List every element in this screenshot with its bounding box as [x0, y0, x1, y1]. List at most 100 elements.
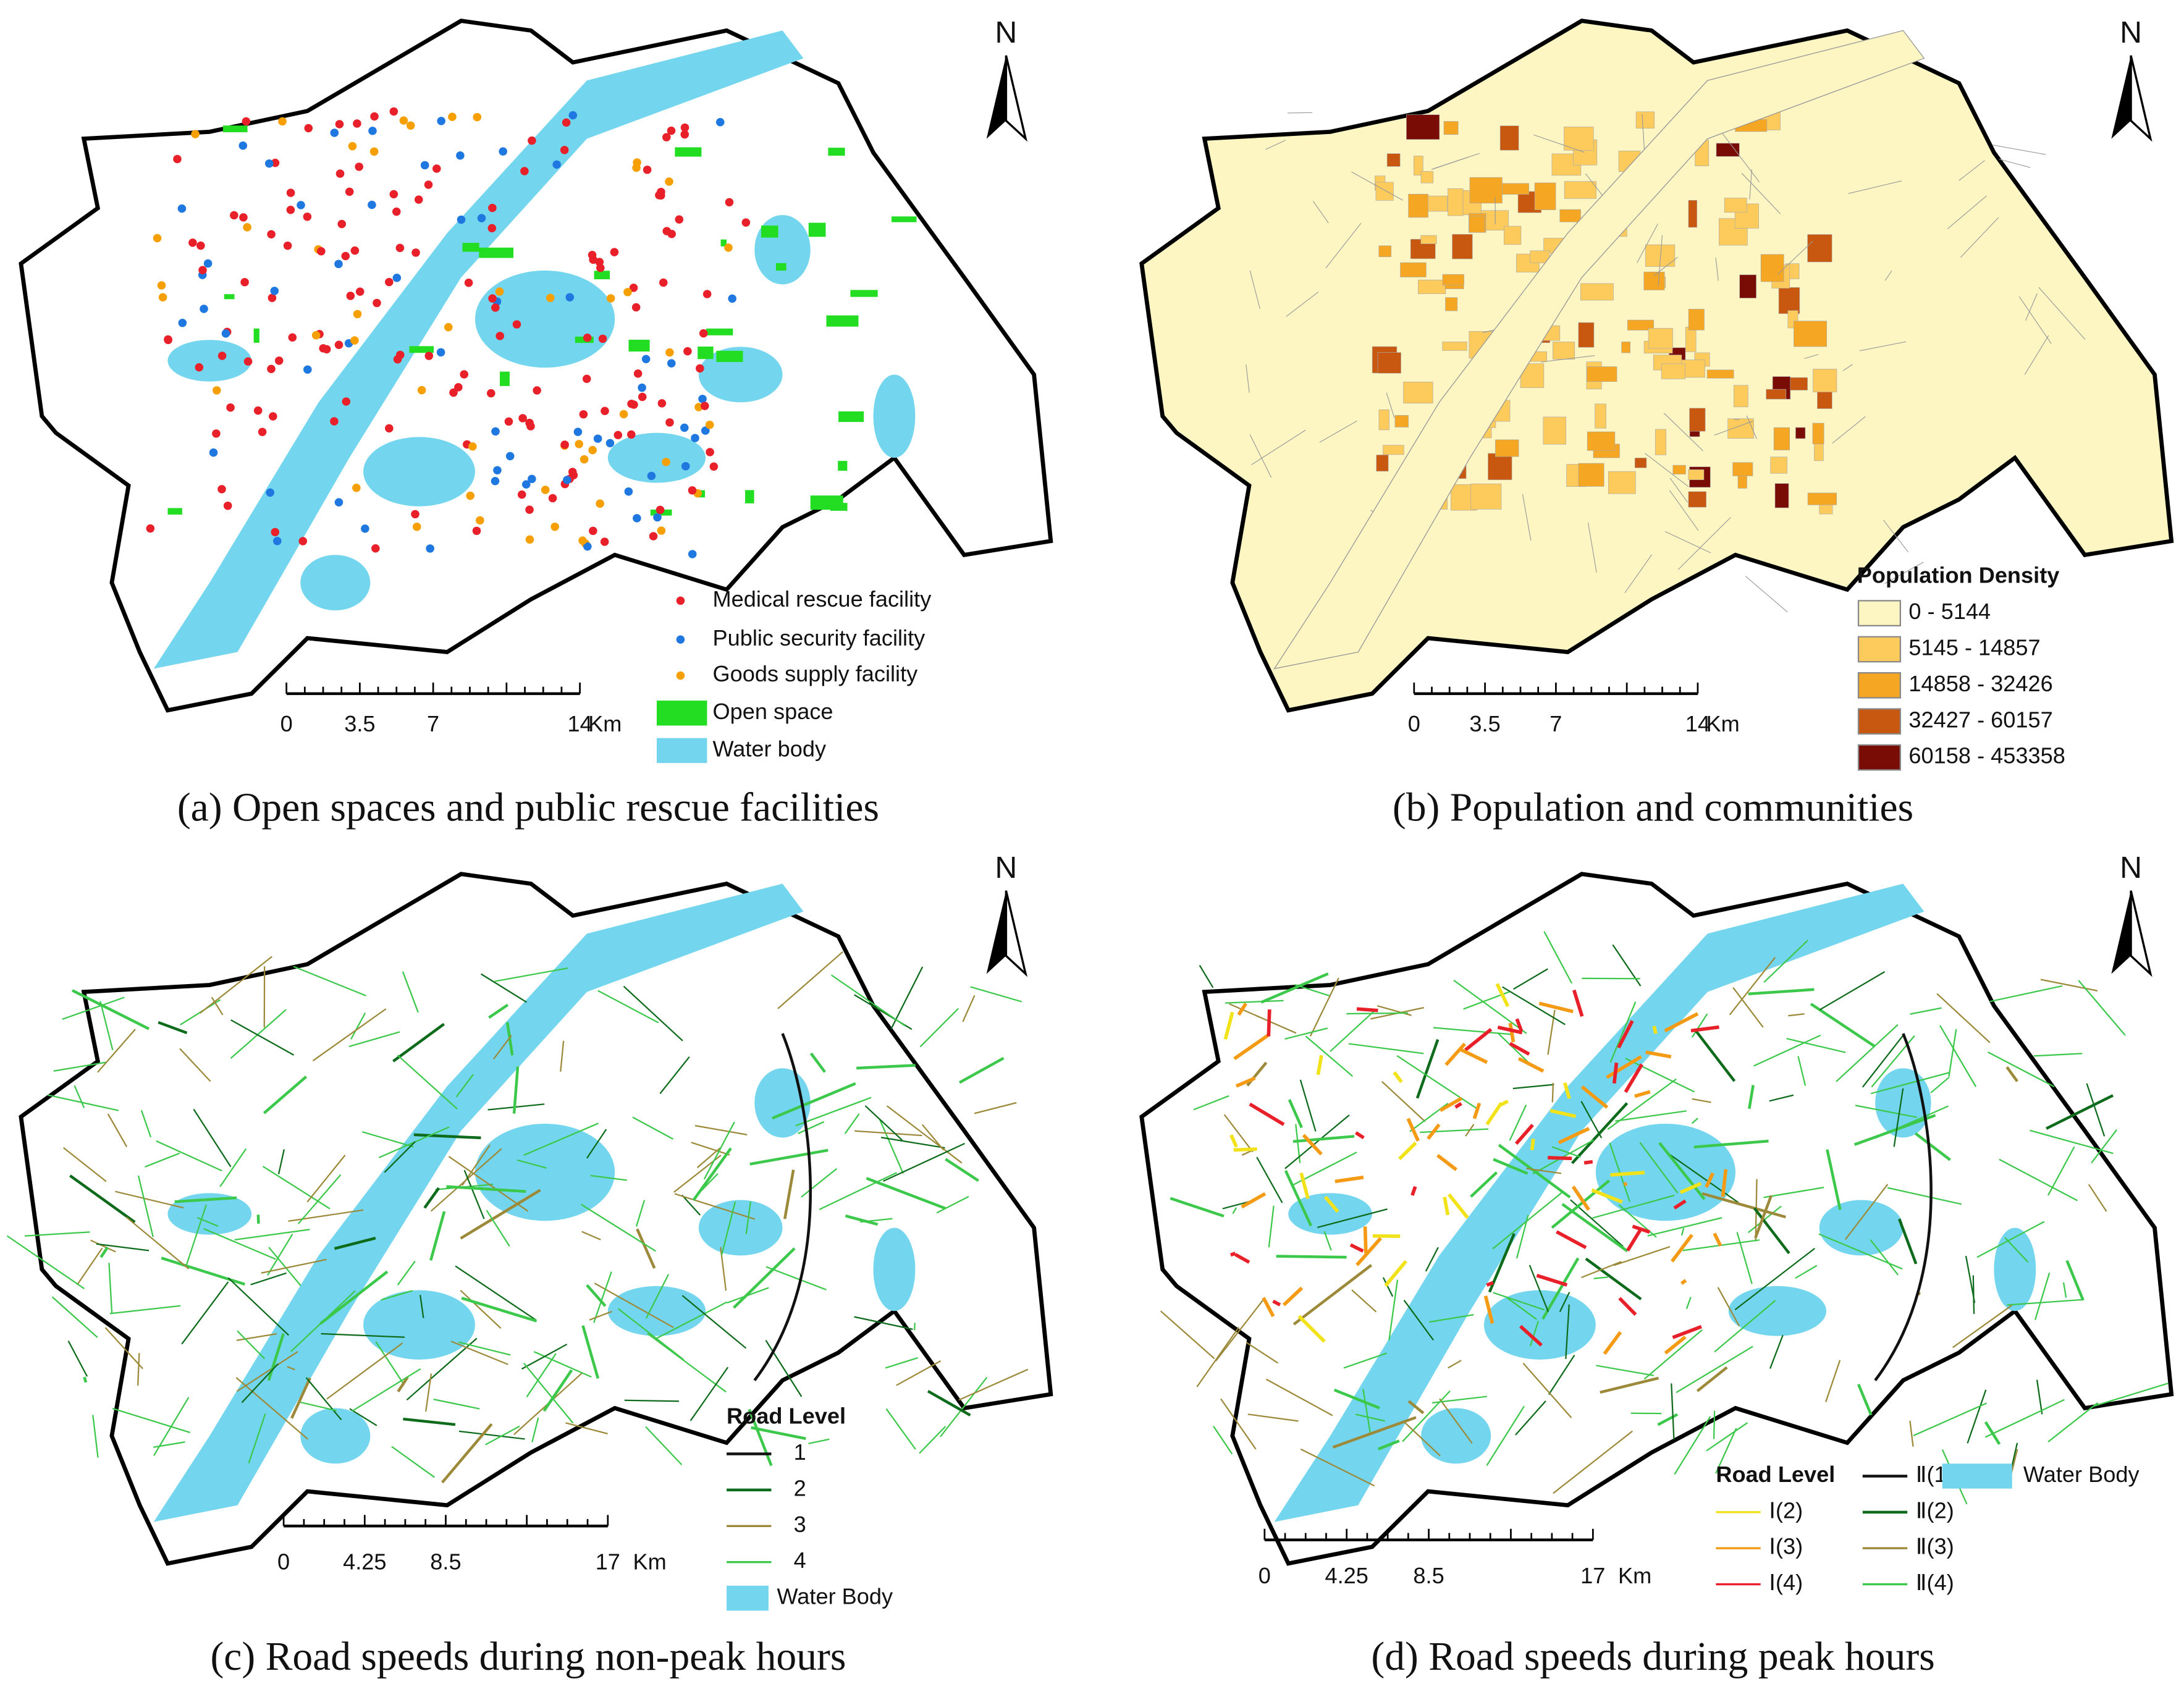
road	[1453, 979, 1527, 1034]
legend-symbol	[676, 635, 685, 644]
north-arrow	[2130, 890, 2152, 977]
facility-point	[491, 427, 500, 436]
road	[1857, 1383, 1873, 1416]
facility-point	[613, 431, 623, 440]
road	[1967, 1389, 1987, 1444]
road	[2005, 1066, 2018, 1082]
facility-point	[627, 430, 636, 439]
facility-point	[706, 448, 714, 457]
legend-title: Road Level	[1716, 1462, 1835, 1487]
facility-point	[656, 505, 665, 515]
road	[1170, 1197, 1225, 1218]
legend-symbol	[676, 596, 685, 605]
north-label: N	[995, 15, 1017, 49]
facility-point	[173, 154, 182, 164]
road	[866, 1177, 946, 1210]
density-patch	[1420, 235, 1437, 244]
facility-point	[335, 120, 344, 128]
community-border	[1286, 292, 1319, 317]
lake	[1288, 1193, 1372, 1235]
legend-title: Population Density	[1857, 563, 2060, 588]
facility-point	[573, 427, 583, 436]
road	[1493, 1292, 1545, 1311]
legend-label: 32427 - 60157	[1908, 707, 2052, 732]
facility-point	[495, 332, 504, 340]
congested-road	[1458, 1047, 1488, 1064]
road	[392, 1022, 445, 1063]
road	[1378, 1439, 1400, 1450]
facility-point	[659, 278, 668, 287]
road	[1232, 1207, 1237, 1215]
density-patch	[1817, 389, 1832, 409]
facility-point	[226, 403, 235, 412]
north-arrow	[1005, 55, 1027, 142]
community-border	[1777, 240, 1813, 275]
legend-label: Water Body	[2023, 1462, 2140, 1487]
congested-road	[1705, 1172, 1714, 1189]
road	[801, 1168, 838, 1198]
congested-road	[1508, 1022, 1516, 1043]
road	[854, 1130, 922, 1137]
density-patch	[1734, 385, 1748, 408]
facility-point	[311, 331, 321, 340]
road	[751, 1426, 806, 1441]
road	[748, 1408, 773, 1467]
facility-point	[373, 298, 381, 308]
open-space	[706, 328, 733, 335]
road	[1736, 1232, 1753, 1284]
facility-point	[164, 335, 172, 344]
road	[300, 1401, 337, 1412]
road	[1256, 1156, 1283, 1203]
facility-point	[350, 246, 360, 255]
scale-label: 14	[567, 711, 592, 736]
facility-point	[272, 537, 282, 545]
facility-point	[610, 248, 619, 256]
congested-road	[1538, 1001, 1574, 1014]
facility-point	[583, 333, 592, 342]
facility-point	[662, 133, 671, 141]
facility-point	[596, 499, 604, 508]
road	[1613, 1245, 1671, 1266]
facility-point	[335, 169, 345, 178]
lake	[873, 1227, 916, 1311]
congested-road	[1673, 1199, 1687, 1210]
facility-point	[505, 452, 515, 461]
facility-point	[477, 214, 486, 222]
scale-unit: Km	[1706, 711, 1740, 736]
congested-road	[1267, 1009, 1271, 1037]
facility-point	[370, 112, 379, 121]
road	[230, 1009, 287, 1059]
road	[109, 1305, 181, 1315]
facility-point	[681, 461, 690, 471]
road	[1581, 1261, 1622, 1279]
density-patch	[1760, 254, 1784, 282]
road	[581, 1203, 656, 1252]
facility-point	[286, 188, 295, 197]
road	[1193, 1095, 1229, 1111]
lake	[300, 1408, 371, 1464]
road	[681, 1194, 701, 1216]
community-border	[2018, 296, 2052, 344]
facility-point	[657, 526, 666, 535]
density-patch	[1376, 455, 1389, 472]
facility-point	[369, 147, 379, 156]
road	[2086, 1083, 2106, 1137]
open-space	[698, 347, 714, 360]
facility-point	[606, 294, 615, 303]
facility-point	[385, 424, 394, 433]
road	[397, 1260, 416, 1286]
congested-road	[1645, 1050, 1672, 1059]
community-border	[1749, 169, 1752, 200]
facility-point	[337, 219, 347, 229]
road	[485, 1425, 520, 1446]
facility-point	[526, 422, 535, 431]
facility-point	[196, 241, 205, 250]
road	[241, 1363, 279, 1404]
facility-point	[153, 234, 162, 243]
congested-road	[1690, 1025, 1719, 1033]
facility-point	[680, 423, 689, 432]
road	[1529, 1321, 1539, 1347]
facility-point	[270, 287, 279, 295]
road	[1223, 1114, 1254, 1153]
facility-point	[346, 292, 355, 300]
